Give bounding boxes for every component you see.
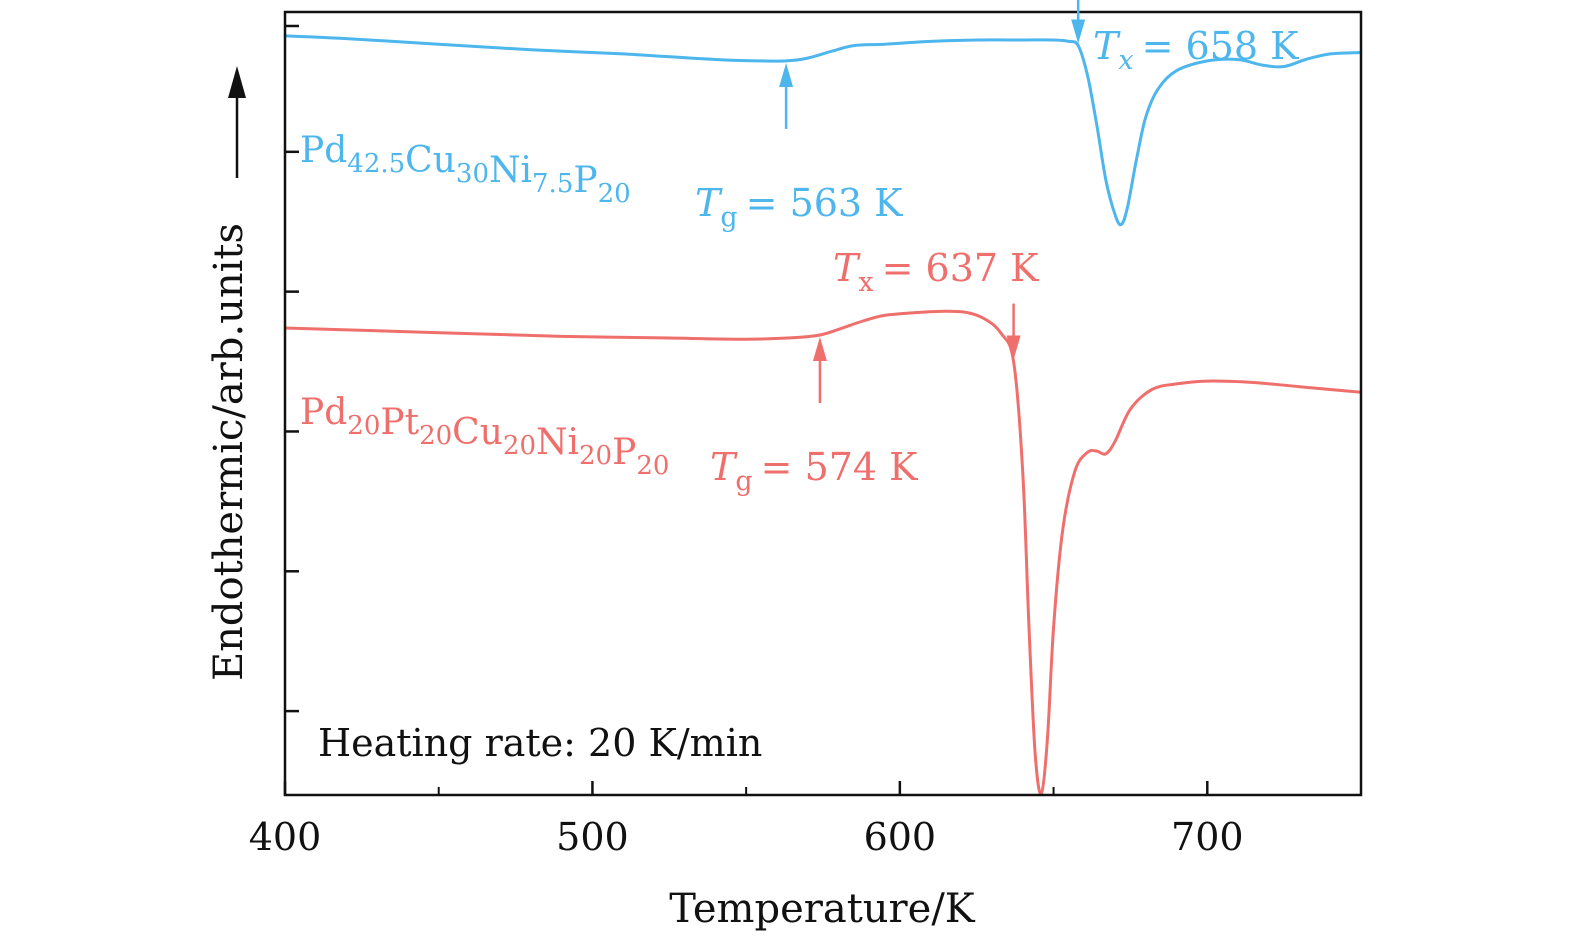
annotation-text-1-0: Tg = 574 K xyxy=(710,445,918,497)
axes-layer: 400 500 600 700 xyxy=(249,10,1363,859)
plot-frame xyxy=(283,10,1363,797)
series-label-1-part-3: Ni xyxy=(536,422,579,463)
y-axis-title: Endothermic/arb.units xyxy=(206,223,252,681)
heating-rate-note: Heating rate: 20 K/min xyxy=(318,721,762,765)
x-tick-label-400: 400 xyxy=(249,815,322,859)
annotation-value-0-1: = 658 K xyxy=(1142,24,1300,68)
annotation-text-1-1: Tx = 637 K xyxy=(833,246,1039,298)
series-label-0-part-3: P xyxy=(573,160,597,201)
series-label-1-part-2: Cu xyxy=(452,412,503,453)
annotation-arrowhead-1-0 xyxy=(812,336,827,361)
x-tick-label-500: 500 xyxy=(556,815,629,859)
annotation-value-1-0: = 574 K xyxy=(761,445,919,489)
series-label-0-part-1: Cu xyxy=(405,140,456,181)
y-axis-arrow-head xyxy=(228,66,246,98)
x-axis-title: Temperature/K xyxy=(669,886,976,932)
annotation-text-0-1: Tx = 658 K xyxy=(1093,24,1299,76)
series-label-0-sub-1: 30 xyxy=(456,159,489,189)
curves-layer xyxy=(284,34,1362,796)
x-tick-label-600: 600 xyxy=(864,815,937,859)
series-label-0: Pd42.5Cu30Ni7.5P20 xyxy=(300,130,631,209)
series-label-1-sub-0: 20 xyxy=(347,411,380,441)
series-label-1-sub-2: 20 xyxy=(503,431,536,461)
annotation-arrowhead-0-1 xyxy=(1071,19,1086,44)
annotation-value-1-1: = 637 K xyxy=(882,246,1040,290)
annotation-arrowhead-0-0 xyxy=(779,62,794,87)
series-label-1-sub-1: 20 xyxy=(419,421,452,451)
series-label-1-sub-4: 20 xyxy=(636,451,669,481)
series-label-0-part-2: Ni xyxy=(489,150,532,191)
series-label-1-part-0: Pd xyxy=(300,392,347,433)
series-line-1 xyxy=(284,309,1362,796)
annotation-arrowhead-1-1 xyxy=(1006,335,1021,360)
annotation-symbol-1-0: T xyxy=(710,445,738,489)
series-label-0-part-0: Pd xyxy=(300,130,347,171)
series-label-1: Pd20Pt20Cu20Ni20P20 xyxy=(300,392,669,481)
annotation-symbol-0-0: T xyxy=(695,181,723,225)
annotation-text-0-0: Tg = 563 K xyxy=(695,181,903,233)
annotation-value-0-0: = 563 K xyxy=(746,181,904,225)
annotation-symbol-0-1: T xyxy=(1093,24,1121,68)
annotation-sub-1-1: x xyxy=(858,267,873,298)
y-axis-arrow xyxy=(228,66,246,178)
annotation-symbol-1-1: T xyxy=(833,246,861,290)
series-label-0-sub-3: 20 xyxy=(598,179,631,209)
series-label-0-sub-2: 7.5 xyxy=(532,169,573,199)
annotation-sub-0-0: g xyxy=(720,202,737,233)
annotation-sub-0-1: x xyxy=(1118,45,1133,76)
x-tick-label-700: 700 xyxy=(1171,815,1244,859)
series-label-0-sub-0: 42.5 xyxy=(347,149,405,179)
annotation-sub-1-0: g xyxy=(735,466,752,497)
series-label-1-part-4: P xyxy=(612,432,636,473)
series-label-1-part-1: Pt xyxy=(380,402,419,443)
annotations-layer: Pd42.5Cu30Ni7.5P20 Tg = 563 KTx = 658 KPd20… xyxy=(300,0,1299,497)
series-label-1-sub-3: 20 xyxy=(579,441,612,471)
series-line-0 xyxy=(284,34,1362,227)
